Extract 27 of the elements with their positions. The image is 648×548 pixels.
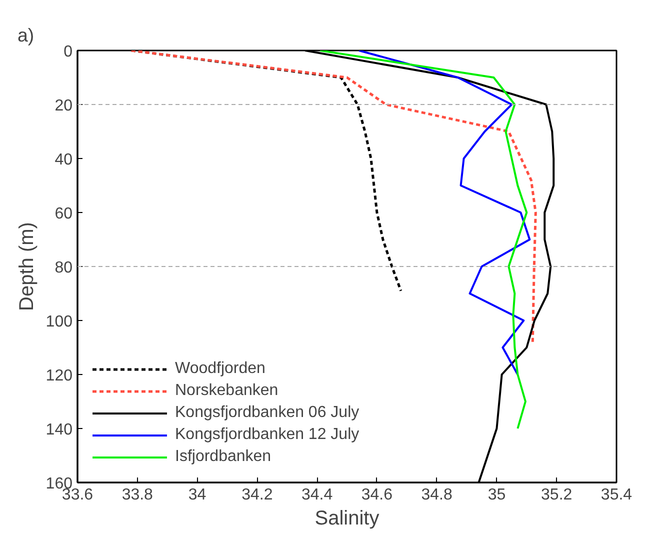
x-tick-label: 34.2 <box>242 486 273 504</box>
x-axis-title: Salinity <box>314 508 380 530</box>
legend-label: Isfjordbanken <box>175 448 272 466</box>
line-series <box>358 50 531 376</box>
y-tick-label: 40 <box>54 152 73 168</box>
legend-label: Woodfjorden <box>175 360 266 378</box>
legend-label: Norskebanken <box>175 382 278 400</box>
legend-label: Kongsfjordbanken 12 July <box>175 426 360 444</box>
y-tick-label: 120 <box>46 368 73 384</box>
x-tick-label: 34 <box>188 486 206 504</box>
x-tick-label: 34.6 <box>361 486 393 504</box>
x-tick-label: 34.4 <box>301 486 333 504</box>
x-tick-label: 34.8 <box>421 486 453 504</box>
x-tick-label: 35 <box>488 486 506 504</box>
y-tick-label: 100 <box>46 314 73 330</box>
text: a) <box>18 24 34 46</box>
x-tick-label: 35.4 <box>600 486 632 504</box>
y-tick-label: 140 <box>46 422 73 438</box>
y-axis-title: Depth (m) <box>16 222 38 311</box>
y-tick-label: 0 <box>64 44 73 60</box>
line-series <box>130 50 537 344</box>
legend-label: Kongsfjordbanken 06 July <box>175 404 360 422</box>
y-tick-label: 60 <box>54 206 73 222</box>
y-tick-label: 80 <box>54 260 73 276</box>
x-tick-label: 35.2 <box>541 486 572 504</box>
y-tick-label: 20 <box>54 98 73 114</box>
x-tick-label: 33.8 <box>122 486 154 504</box>
